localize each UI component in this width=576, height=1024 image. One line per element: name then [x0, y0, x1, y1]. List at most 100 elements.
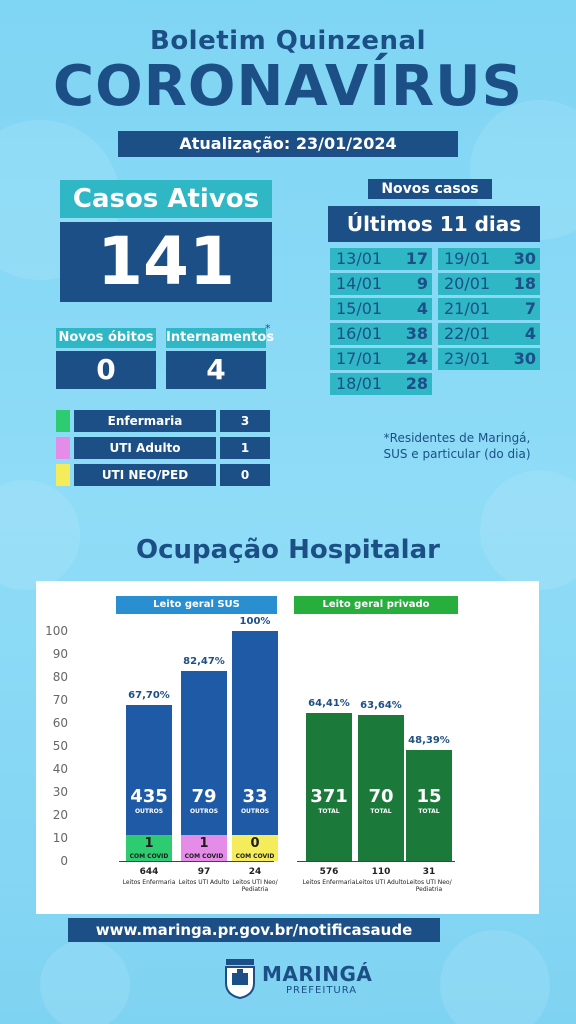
daily-case-row: 13/01 17 [330, 248, 432, 270]
occupancy-bar [358, 714, 404, 861]
others-count-label: OUTROS [189, 808, 219, 815]
covid-count: 0 [250, 836, 260, 851]
total-count: 15 [416, 786, 442, 807]
total-count-label: TOTAL [318, 808, 340, 815]
background-decoration [480, 470, 576, 590]
y-tick-label: 0 [60, 854, 68, 868]
covid-segment [126, 835, 172, 861]
occupancy-chart: 100 90 80 70 60 50 40 30 20 10 0 Leito geral SUS 67,… [36, 581, 539, 914]
bed-category-label: Leitos UTI Neo/ Pediatria [232, 879, 278, 893]
neo-ped-icu-label: UTI NEO/PED [74, 464, 216, 486]
covid-count: 1 [199, 836, 209, 851]
others-count: 435 [130, 786, 168, 807]
update-date-banner: Atualização: 23/01/2024 [118, 131, 458, 157]
adult-icu-value: 1 [220, 437, 270, 459]
subtitle: Boletim Quinzenal [150, 26, 426, 56]
total-count-label: TOTAL [370, 808, 392, 815]
occupancy-chart-panel: 100 90 80 70 60 50 40 30 20 10 0 Leito geral SUS 67,… [36, 581, 539, 914]
others-count: 79 [191, 786, 217, 807]
background-decoration [440, 930, 550, 1024]
daily-case-row: 18/01 28 [330, 373, 432, 395]
bed-category-label: Leitos Enfermaria [302, 879, 356, 886]
daily-case-row: 21/01 7 [438, 298, 540, 320]
residents-footnote: *Residentes de Maringá, SUS e particular… [383, 431, 531, 461]
daily-cases-grid: 13/01 17 14/01 9 15/01 4 16/01 38 17/01 24 18… [330, 248, 540, 398]
neo-ped-icu-value: 0 [220, 464, 270, 486]
bed-count: 644 [139, 867, 159, 877]
bed-count: 97 [197, 867, 211, 877]
chart-group-header: Leito geral privado [294, 596, 458, 614]
new-cases-label: Novos casos [368, 179, 492, 199]
daily-case-row: 14/01 9 [330, 273, 432, 295]
bed-category-label: Leitos UTI Adulto [355, 879, 407, 886]
bar-percentage-label: 64,41% [308, 697, 350, 709]
covid-count: 1 [144, 836, 154, 851]
bar-percentage-label: 100% [239, 616, 271, 627]
bed-count: 576 [319, 867, 339, 877]
daily-case-row: 16/01 38 [330, 323, 432, 345]
total-count: 70 [368, 786, 394, 807]
covid-count-label: COM COVID [235, 853, 275, 860]
neo-ped-icu-color-swatch [56, 464, 70, 486]
active-cases-label: Casos Ativos [60, 180, 272, 218]
daily-case-row: 15/01 4 [330, 298, 432, 320]
y-tick-label: 10 [52, 831, 68, 845]
city-coat-of-arms-icon [222, 957, 258, 1000]
brand-name: MARINGÁ [262, 962, 373, 986]
new-deaths-label: Novos óbitos [56, 328, 156, 348]
hospitalization-breakdown: Enfermaria 3 UTI Adulto 1 UTI NEO/PED 0 [56, 410, 270, 486]
hospitalizations-value: 4 [166, 351, 266, 389]
hospitalizations-asterisk: * [265, 322, 271, 335]
y-tick-label: 90 [52, 647, 68, 661]
y-tick-label: 60 [52, 716, 68, 730]
bed-category-label: Leitos UTI Neo/ Pediatria [406, 879, 452, 893]
y-tick-label: 100 [45, 624, 68, 638]
active-cases-value: 141 [60, 222, 272, 302]
bar-percentage-label: 67,70% [128, 690, 170, 702]
occupancy-bar [232, 631, 278, 861]
bed-category-label: Leitos Enfermaria [122, 879, 176, 886]
occupancy-bar [406, 749, 452, 861]
y-tick-label: 30 [52, 785, 68, 799]
notification-url: www.maringa.pr.gov.br/notificasaude [68, 918, 440, 942]
daily-case-row: 17/01 24 [330, 348, 432, 370]
breakdown-row-ward: Enfermaria 3 [56, 410, 270, 432]
occupancy-bar [181, 671, 227, 861]
covid-count-label: COM COVID [184, 853, 224, 860]
ward-value: 3 [220, 410, 270, 432]
y-tick-label: 20 [52, 808, 68, 822]
bed-count: 24 [248, 867, 262, 877]
chart-baseline [119, 861, 274, 862]
covid-count-label: COM COVID [129, 853, 169, 860]
covid-segment [181, 835, 227, 861]
others-count-label: OUTROS [240, 808, 270, 815]
others-count-label: OUTROS [134, 808, 164, 815]
daily-case-row: 23/01 30 [438, 348, 540, 370]
brand-subtitle: PREFEITURA [286, 985, 358, 996]
occupancy-title: Ocupação Hospitalar [136, 535, 440, 565]
occupancy-bar [306, 712, 352, 861]
total-count: 371 [310, 786, 348, 807]
daily-case-row: 20/01 18 [438, 273, 540, 295]
bar-percentage-label: 48,39% [408, 734, 450, 746]
y-tick-label: 70 [52, 693, 68, 707]
hospitalizations-label: Internamentos [166, 328, 274, 348]
y-tick-label: 50 [52, 739, 68, 753]
ward-label: Enfermaria [74, 410, 216, 432]
y-tick-label: 40 [52, 762, 68, 776]
ward-color-swatch [56, 410, 70, 432]
bar-percentage-label: 82,47% [183, 656, 225, 668]
breakdown-row-neo-ped-icu: UTI NEO/PED 0 [56, 464, 270, 486]
others-count: 33 [242, 786, 268, 807]
daily-case-row: 19/01 30 [438, 248, 540, 270]
bed-count: 31 [422, 867, 436, 877]
chart-baseline [297, 861, 455, 862]
covid-segment [232, 835, 278, 861]
new-cases-period: Últimos 11 dias [328, 206, 540, 242]
new-deaths-value: 0 [56, 351, 156, 389]
chart-group-header: Leito geral SUS [116, 596, 277, 614]
bed-category-label: Leitos UTI Adulto [178, 879, 230, 886]
bar-percentage-label: 63,64% [360, 699, 402, 711]
adult-icu-color-swatch [56, 437, 70, 459]
